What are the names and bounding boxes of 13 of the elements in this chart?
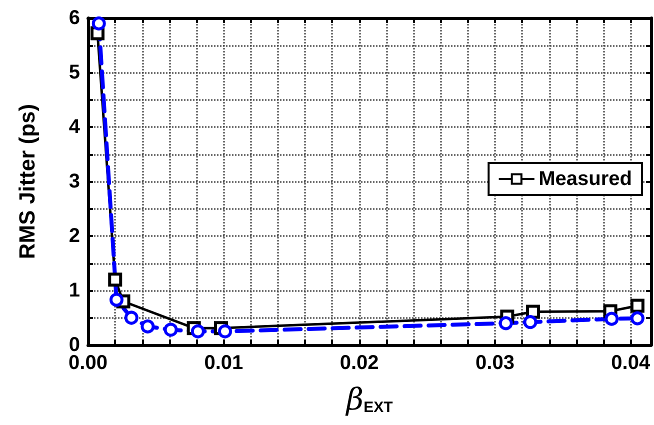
y-tick-label: 2: [68, 225, 80, 247]
x-tick-label: 0.04: [611, 352, 651, 374]
y-tick-label: 4: [68, 116, 81, 138]
x-tick-label: 0.03: [476, 352, 514, 374]
x-tick-label: 0.01: [204, 352, 244, 374]
y-tick-label: 3: [68, 170, 80, 192]
y-tick-label: 5: [68, 62, 80, 84]
x-tick-label: 0.02: [340, 352, 379, 374]
legend-label: Measured: [538, 168, 632, 190]
x-axis-title: βEXT: [345, 382, 393, 418]
y-tick-label: 1: [68, 280, 80, 302]
y-axis-title: RMS Jitter (ps): [14, 104, 40, 260]
y-tick-label: 6: [68, 7, 80, 29]
